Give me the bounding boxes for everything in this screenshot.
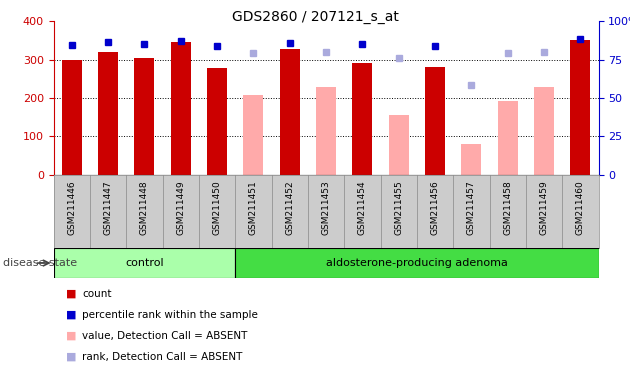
Bar [352, 63, 372, 175]
Bar [316, 87, 336, 175]
Text: GSM211446: GSM211446 [67, 180, 76, 235]
Text: GSM211460: GSM211460 [576, 180, 585, 235]
Text: control: control [125, 258, 164, 268]
Bar [207, 68, 227, 175]
Bar [171, 42, 191, 175]
Text: count: count [82, 289, 112, 299]
Text: GSM211457: GSM211457 [467, 180, 476, 235]
Text: ■: ■ [66, 310, 77, 320]
Bar [461, 144, 481, 175]
Bar [498, 101, 518, 175]
Text: disease state: disease state [3, 258, 77, 268]
Text: GSM211456: GSM211456 [430, 180, 440, 235]
Bar [54, 248, 235, 278]
Bar [534, 87, 554, 175]
Text: GSM211455: GSM211455 [394, 180, 403, 235]
Text: ■: ■ [66, 352, 77, 362]
Bar [425, 67, 445, 175]
Text: aldosterone-producing adenoma: aldosterone-producing adenoma [326, 258, 508, 268]
Text: GSM211453: GSM211453 [321, 180, 331, 235]
Bar [235, 248, 598, 278]
Bar [570, 40, 590, 175]
Text: ■: ■ [66, 289, 77, 299]
Text: GSM211449: GSM211449 [176, 180, 185, 235]
Text: GSM211451: GSM211451 [249, 180, 258, 235]
Text: rank, Detection Call = ABSENT: rank, Detection Call = ABSENT [82, 352, 243, 362]
Bar [389, 115, 409, 175]
Bar [280, 49, 300, 175]
Text: GSM211459: GSM211459 [539, 180, 549, 235]
Text: GSM211458: GSM211458 [503, 180, 512, 235]
Text: ■: ■ [66, 331, 77, 341]
Bar [98, 52, 118, 175]
Bar [243, 95, 263, 175]
Bar [62, 60, 82, 175]
Text: GDS2860 / 207121_s_at: GDS2860 / 207121_s_at [232, 10, 398, 23]
Text: GSM211454: GSM211454 [358, 180, 367, 235]
Text: GSM211450: GSM211450 [212, 180, 222, 235]
Text: value, Detection Call = ABSENT: value, Detection Call = ABSENT [82, 331, 247, 341]
Text: GSM211452: GSM211452 [285, 180, 294, 235]
Text: GSM211447: GSM211447 [103, 180, 113, 235]
Text: GSM211448: GSM211448 [140, 180, 149, 235]
Text: percentile rank within the sample: percentile rank within the sample [82, 310, 258, 320]
Bar [134, 58, 154, 175]
